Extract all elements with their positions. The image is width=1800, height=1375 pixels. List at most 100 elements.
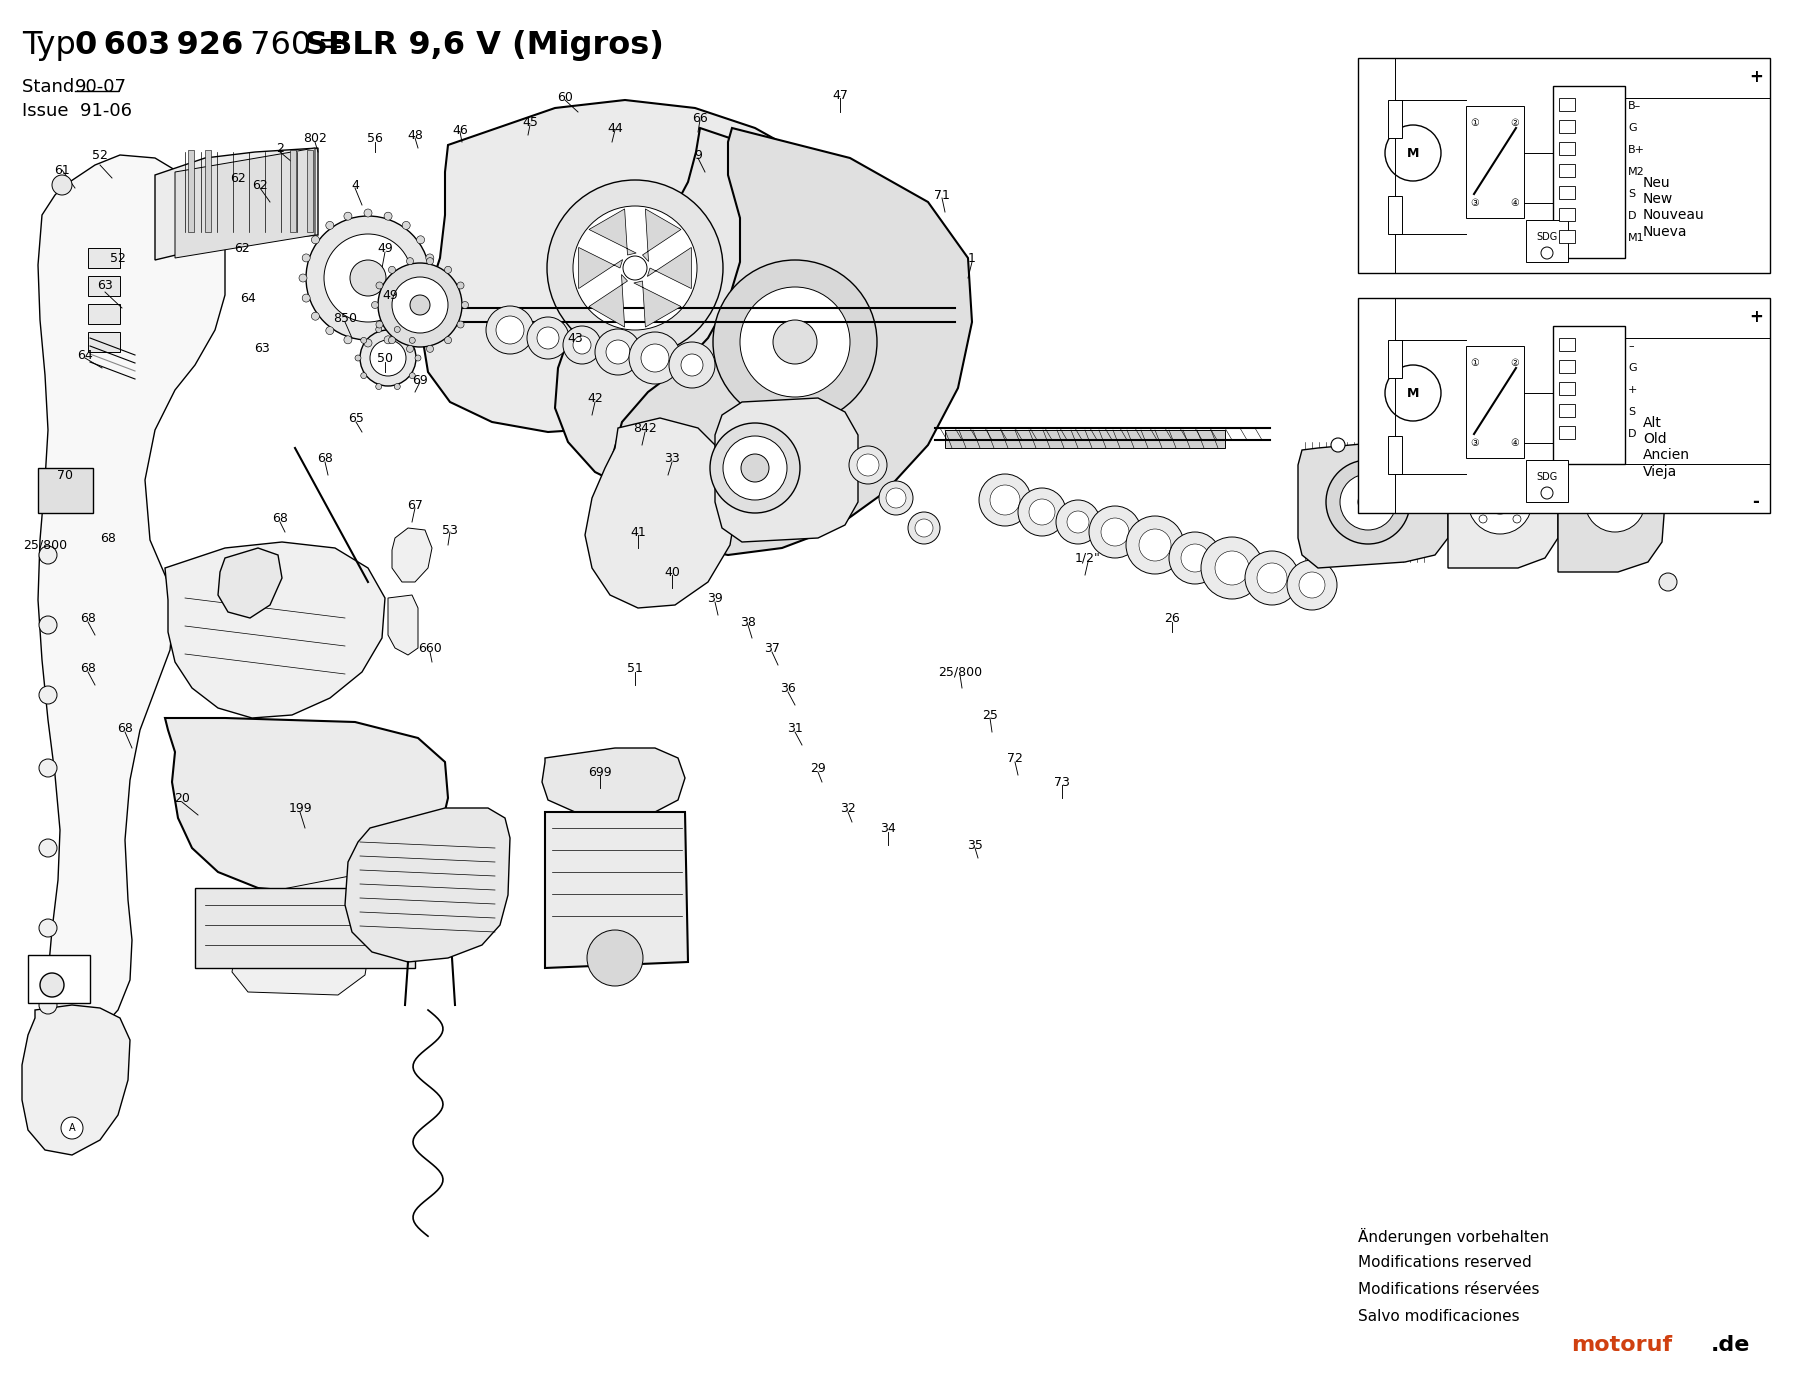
Circle shape	[527, 318, 569, 359]
Text: 39: 39	[707, 591, 724, 605]
Text: 45: 45	[522, 116, 538, 128]
Text: 34: 34	[880, 821, 896, 835]
Circle shape	[1480, 481, 1487, 489]
Circle shape	[364, 209, 373, 217]
Text: 64: 64	[77, 348, 94, 362]
Bar	[1559, 120, 1575, 133]
Polygon shape	[634, 280, 680, 327]
Circle shape	[40, 759, 58, 777]
Text: Neu
New
Nouveau
Nueva: Neu New Nouveau Nueva	[1643, 176, 1705, 239]
Polygon shape	[715, 397, 859, 542]
Circle shape	[1469, 470, 1532, 534]
Bar	[1357, 298, 1769, 513]
Circle shape	[1089, 506, 1141, 558]
Circle shape	[389, 267, 396, 274]
Circle shape	[724, 436, 787, 500]
Circle shape	[445, 337, 452, 344]
Circle shape	[1287, 560, 1337, 610]
Circle shape	[713, 260, 877, 424]
Circle shape	[302, 254, 310, 261]
Polygon shape	[166, 718, 448, 892]
Text: A: A	[68, 1123, 76, 1133]
Circle shape	[427, 345, 434, 352]
Circle shape	[1102, 518, 1129, 546]
Circle shape	[344, 336, 353, 344]
Circle shape	[547, 180, 724, 356]
Bar	[1553, 87, 1625, 258]
Polygon shape	[648, 248, 691, 289]
Circle shape	[1384, 364, 1442, 421]
Text: +: +	[1750, 308, 1762, 326]
Circle shape	[1330, 439, 1345, 452]
Circle shape	[680, 353, 704, 375]
Circle shape	[401, 221, 410, 230]
Circle shape	[1256, 562, 1287, 593]
Text: Modifications reserved: Modifications reserved	[1357, 1255, 1532, 1270]
Circle shape	[1384, 125, 1442, 182]
Text: 49: 49	[378, 242, 392, 254]
Bar	[205, 150, 211, 232]
Text: 1/2": 1/2"	[1075, 551, 1102, 565]
Text: ②: ②	[1510, 118, 1519, 128]
Circle shape	[376, 282, 383, 289]
Text: 53: 53	[443, 524, 457, 536]
Circle shape	[572, 336, 590, 353]
Circle shape	[1586, 472, 1645, 532]
Circle shape	[1480, 516, 1487, 522]
Circle shape	[445, 267, 452, 274]
Circle shape	[311, 312, 319, 320]
Bar	[88, 248, 121, 268]
Polygon shape	[22, 1005, 130, 1155]
Text: 47: 47	[832, 88, 848, 102]
Text: SBLR 9,6 V (Migros): SBLR 9,6 V (Migros)	[304, 30, 664, 60]
Bar	[1559, 426, 1575, 439]
Text: –: –	[1627, 341, 1634, 351]
Bar	[29, 956, 90, 1002]
Text: 25/800: 25/800	[23, 539, 67, 551]
Text: 43: 43	[567, 331, 583, 345]
Text: 9: 9	[695, 148, 702, 161]
Bar	[1526, 461, 1568, 502]
Text: 68: 68	[317, 451, 333, 465]
Circle shape	[1057, 500, 1100, 544]
Circle shape	[416, 235, 425, 243]
Bar	[1388, 340, 1402, 378]
Text: 40: 40	[664, 565, 680, 579]
Circle shape	[376, 326, 382, 333]
Text: 25: 25	[983, 708, 997, 722]
Circle shape	[360, 330, 416, 386]
Polygon shape	[554, 128, 875, 498]
Text: 0 603 926: 0 603 926	[76, 30, 243, 60]
Bar	[1388, 100, 1402, 138]
Circle shape	[371, 340, 407, 375]
Text: 68: 68	[272, 512, 288, 524]
Circle shape	[299, 274, 308, 282]
Text: 699: 699	[589, 766, 612, 778]
Text: 66: 66	[693, 111, 707, 125]
Circle shape	[40, 996, 58, 1013]
Text: 48: 48	[407, 128, 423, 142]
Polygon shape	[945, 430, 1226, 448]
Circle shape	[486, 307, 535, 353]
Circle shape	[306, 216, 430, 340]
Text: 842: 842	[634, 422, 657, 434]
Bar	[1465, 106, 1525, 219]
Text: M: M	[1408, 147, 1418, 160]
Bar	[88, 331, 121, 352]
Bar	[1559, 98, 1575, 111]
Circle shape	[1246, 551, 1300, 605]
Circle shape	[1339, 474, 1397, 529]
Polygon shape	[589, 209, 635, 254]
Text: 44: 44	[607, 121, 623, 135]
Text: 68: 68	[79, 612, 95, 624]
Circle shape	[407, 345, 414, 352]
Circle shape	[1139, 529, 1172, 561]
Circle shape	[740, 287, 850, 397]
Circle shape	[536, 327, 560, 349]
Circle shape	[670, 342, 715, 388]
Text: B+: B+	[1627, 144, 1645, 155]
Circle shape	[427, 254, 434, 261]
Circle shape	[1489, 490, 1512, 514]
Text: 63: 63	[97, 279, 113, 292]
Text: SDG: SDG	[1537, 232, 1557, 242]
